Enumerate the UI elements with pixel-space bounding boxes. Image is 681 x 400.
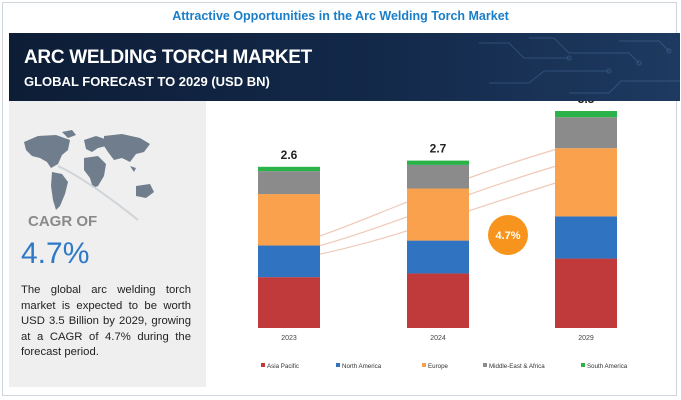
bar-segment-middle-east-africa-2023 — [258, 171, 320, 195]
legend-label-north-america: North America — [342, 363, 382, 370]
bar-segment-europe-2024 — [407, 188, 469, 241]
legend-swatch-north-america — [336, 363, 340, 367]
x-tick-label-2029: 2029 — [578, 335, 594, 342]
page-title: Attractive Opportunities in the Arc Weld… — [172, 9, 509, 23]
bar-segment-south-america-2024 — [407, 160, 469, 165]
banner-title: ARC WELDING TORCH MARKET — [24, 47, 312, 68]
cagr-value: 4.7% — [21, 237, 90, 270]
x-tick-label-2024: 2024 — [430, 335, 446, 342]
bar-segment-middle-east-africa-2029 — [555, 117, 617, 149]
bar-segment-south-america-2023 — [258, 166, 320, 172]
bar-total-label-2024: 2.7 — [430, 142, 447, 156]
legend-swatch-europe — [422, 363, 426, 367]
bar-segment-north-america-2029 — [555, 216, 617, 259]
legend-swatch-middle-east-africa — [483, 363, 487, 367]
banner-pattern — [479, 37, 680, 94]
stacked-bar-chart: 2.6 2023 2.7 2024 3.5 2029 4.7% Asia Pacific Nor… — [258, 101, 628, 370]
legend-swatch-asia-pacific — [261, 363, 265, 367]
bar-segment-asia-pacific-2029 — [555, 258, 617, 328]
bar-segment-south-america-2029 — [555, 111, 617, 118]
infographic-frame — [2, 2, 677, 396]
bar-segment-north-america-2023 — [258, 245, 320, 278]
cagr-bubble-label: 4.7% — [495, 230, 520, 242]
legend-label-middle-east-africa: Middle-East & Africa — [489, 363, 545, 370]
bar-total-label-2029: 3.5 — [578, 101, 595, 106]
legend-label-south-america: South America — [587, 363, 628, 370]
cagr-bubble — [488, 215, 528, 255]
banner: ARC WELDING TORCH MARKET GLOBAL FORECAST… — [9, 33, 680, 101]
legend-label-asia-pacific: Asia Pacific — [267, 363, 299, 370]
x-tick-label-2023: 2023 — [281, 335, 297, 342]
legend-swatch-south-america — [581, 363, 585, 367]
bar-segment-asia-pacific-2024 — [407, 273, 469, 328]
bar-segment-europe-2029 — [555, 148, 617, 217]
bar-segment-asia-pacific-2023 — [258, 277, 320, 328]
bar-total-label-2023: 2.6 — [281, 148, 298, 162]
legend-label-europe: Europe — [428, 363, 449, 370]
bar-segment-europe-2023 — [258, 194, 320, 246]
bar-segment-middle-east-africa-2024 — [407, 164, 469, 189]
world-map-icon — [24, 130, 154, 221]
banner-subtitle: GLOBAL FORECAST TO 2029 (USD BN) — [24, 74, 270, 89]
market-description: The global arc welding torch market is e… — [21, 284, 191, 359]
cagr-label: CAGR OF — [28, 213, 98, 230]
bar-segment-north-america-2024 — [407, 240, 469, 274]
